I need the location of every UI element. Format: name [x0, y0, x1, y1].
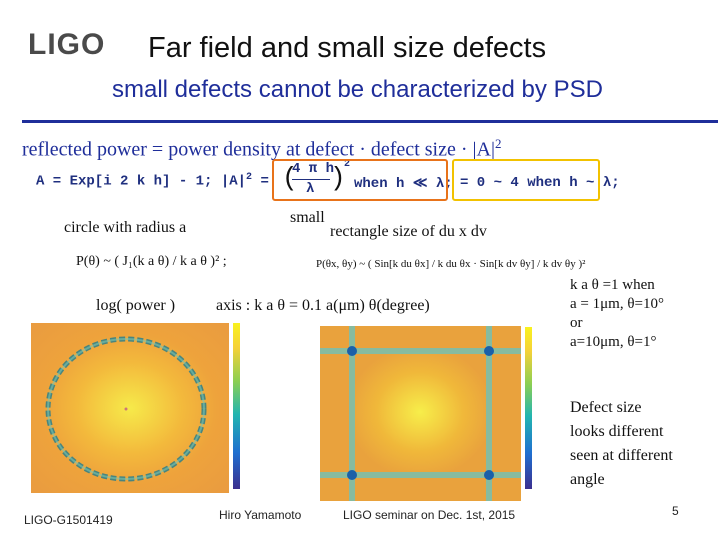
side-note-line-4: a=10μm, θ=1°	[570, 334, 657, 350]
rectangle-diffraction-pattern	[320, 326, 521, 501]
fraction-denominator: λ	[306, 181, 315, 197]
side-note-line-1: k a θ =1 when	[570, 277, 655, 293]
small-defect-highlight	[272, 159, 448, 201]
code-part-2: =	[252, 173, 269, 190]
axis-label: axis : k a θ = 0.1 a(μm) θ(degree)	[216, 297, 430, 314]
fraction-exponent: 2	[344, 159, 351, 170]
defect-line-2: looks different	[570, 423, 664, 440]
small-label: small	[290, 209, 325, 226]
fraction-bar	[292, 179, 330, 180]
circle-diffraction-rings	[45, 336, 207, 482]
circle-diffraction-plot	[31, 323, 229, 493]
fraction-numerator: 4 π h	[292, 161, 335, 177]
circle-colorbar	[233, 323, 240, 489]
reflected-power-equation: reflected power = power density at defec…	[22, 136, 501, 162]
code-part-1: A = Exp[i 2 k h] - 1; |A|	[36, 173, 247, 190]
ligo-logo: LIGO	[28, 28, 106, 61]
log-power-label: log( power )	[96, 297, 176, 314]
slide-title: Far field and small size defects	[148, 32, 547, 64]
header-divider	[22, 120, 718, 123]
right-paren: )	[330, 163, 346, 193]
condition-small: when h ≪ λ;	[354, 176, 453, 192]
defect-line-1: Defect size	[570, 399, 642, 416]
footer-page-number: 5	[672, 504, 679, 518]
left-paren: (	[282, 163, 298, 193]
rectangle-diffraction-plot	[320, 326, 521, 501]
circle-label: circle with radius a	[64, 219, 187, 236]
defect-line-4: angle	[570, 471, 605, 488]
footer-author: Hiro Yamamoto	[219, 508, 302, 522]
slide-subtitle: small defects cannot be characterized by…	[112, 76, 603, 103]
footer-seminar: LIGO seminar on Dec. 1st, 2015	[343, 508, 516, 522]
code-exponent: 2	[246, 172, 253, 183]
defect-line-3: seen at different	[570, 447, 673, 464]
side-note-line-3: or	[570, 315, 583, 331]
rectangle-colorbar	[525, 327, 532, 489]
rectangle-formula: P(θx, θy) ~ ( Sin[k du θx] / k du θx · S…	[316, 258, 586, 270]
side-note-scale: k a θ =1 when a = 1μm, θ=10° or a=10μm, …	[570, 276, 664, 352]
fraction-block: ( 4 π h λ ) 2	[282, 159, 350, 199]
equation-exponent: 2	[494, 136, 502, 151]
amplitude-code-line: A = Exp[i 2 k h] - 1; |A|2 =	[36, 172, 269, 190]
side-note-line-2: a = 1μm, θ=10°	[570, 296, 664, 312]
large-defect-highlight	[452, 159, 600, 201]
circle-formula: P(θ) ~ ( J₁(k a θ) / k a θ )² ;	[76, 254, 227, 269]
equation-text: reflected power = power density at defec…	[22, 138, 495, 161]
side-note-defect: Defect size looks different seen at diff…	[570, 396, 673, 492]
footer-document-id: LIGO-G1501419	[24, 513, 113, 527]
rectangle-label: rectangle size of du x dv	[330, 223, 487, 240]
condition-large: = 0 ~ 4 when h ~ λ;	[460, 175, 620, 191]
